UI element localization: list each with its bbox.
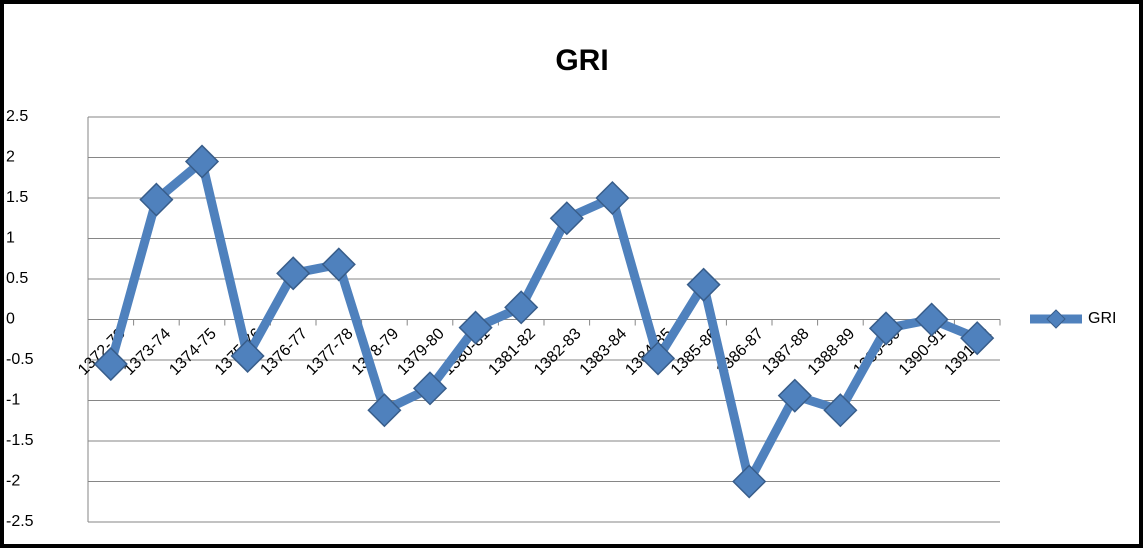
marker bbox=[504, 290, 539, 325]
y-tick-label: 0 bbox=[6, 311, 15, 328]
y-tick-label: 2.5 bbox=[6, 108, 28, 125]
marker bbox=[230, 338, 265, 374]
legend-label: GRI bbox=[1088, 310, 1116, 327]
marker bbox=[549, 201, 584, 236]
marker bbox=[184, 144, 220, 179]
marker bbox=[686, 267, 721, 302]
marker bbox=[732, 464, 767, 499]
marker bbox=[412, 371, 448, 406]
marker bbox=[960, 321, 995, 356]
y-tick-label: 2 bbox=[6, 149, 15, 166]
marker bbox=[458, 310, 493, 345]
marker bbox=[777, 378, 812, 413]
y-tick-label: -1 bbox=[6, 392, 20, 409]
chart-title: GRI bbox=[555, 44, 608, 77]
marker bbox=[823, 393, 858, 428]
y-tick-label: 1.5 bbox=[6, 189, 28, 206]
marker bbox=[868, 311, 904, 346]
y-tick-label: -1.5 bbox=[6, 432, 34, 449]
y-tick-label: -2 bbox=[6, 473, 20, 490]
marker bbox=[367, 393, 402, 428]
marker bbox=[640, 341, 676, 376]
y-tick-label: -0.5 bbox=[6, 351, 34, 368]
y-tick-label: 0.5 bbox=[6, 270, 28, 287]
marker bbox=[321, 247, 356, 282]
marker bbox=[93, 346, 128, 382]
marker bbox=[276, 256, 311, 291]
legend-marker bbox=[1046, 309, 1066, 329]
y-tick-label: 1 bbox=[6, 230, 15, 247]
y-tick-label: -2.5 bbox=[6, 513, 34, 530]
marker bbox=[914, 302, 949, 337]
marker bbox=[595, 180, 630, 216]
marker bbox=[139, 182, 174, 217]
